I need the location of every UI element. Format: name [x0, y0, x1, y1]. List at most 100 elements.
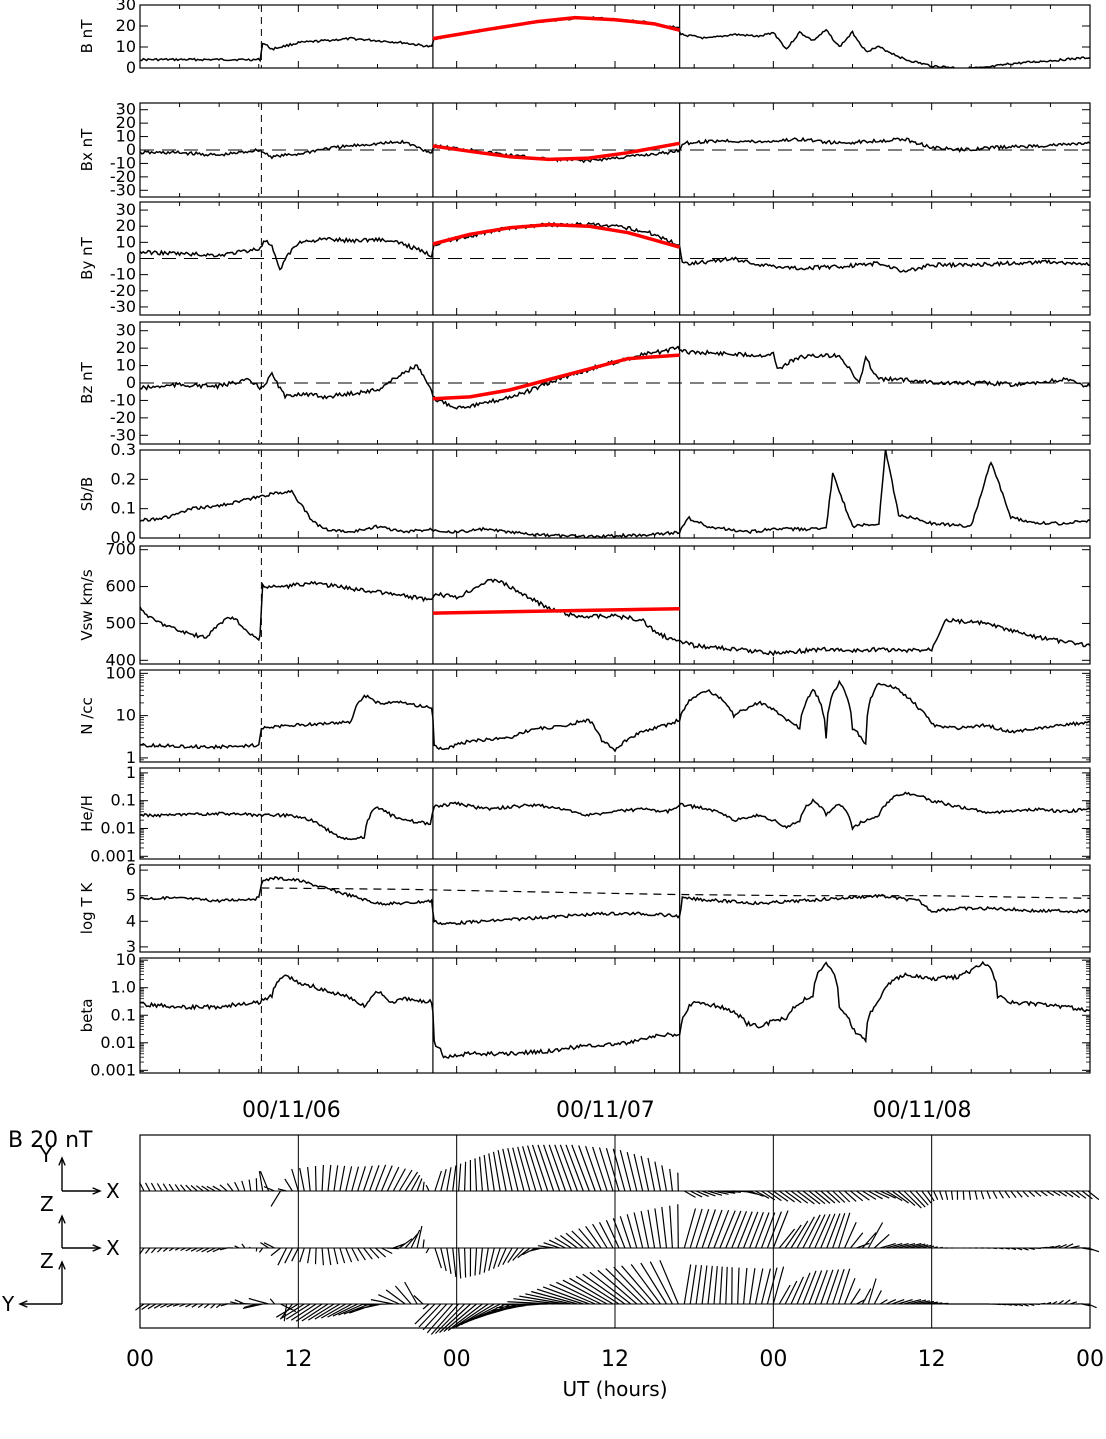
y-axis-label: Sb/B [78, 477, 96, 511]
vector-sticks [139, 1144, 1100, 1209]
y-tick-label: 1.0 [111, 978, 136, 997]
panel-vsw: 400 500 600 700 Vsw km/s [78, 540, 1091, 669]
y-axis-label: log T K [78, 882, 96, 935]
y-tick-label: 0 [126, 373, 136, 392]
y-tick-label: 10 [116, 127, 136, 146]
series-line [140, 791, 1090, 841]
y-tick-label: 0.0 [111, 528, 136, 547]
y-tick-label: 100 [105, 663, 136, 682]
y-tick-label: 4 [126, 911, 136, 930]
date-label: 00/11/08 [873, 1098, 972, 1123]
key-arrow-head [92, 1244, 102, 1252]
y-tick-label: 0.1 [111, 791, 136, 810]
y-tick-label: 0.01 [100, 1033, 136, 1052]
series-line [140, 679, 1090, 753]
y-axis-label: By nT [78, 236, 96, 279]
x-tick-label: 00 [1076, 1347, 1104, 1372]
x-tick-label: 00 [126, 1347, 154, 1372]
panel-frame [139, 669, 1091, 763]
y-tick-label: 600 [105, 577, 136, 596]
y-tick-label: 0.01 [100, 819, 136, 838]
vector-sticks [139, 1204, 1100, 1279]
y-tick-label: 30 [116, 200, 136, 219]
y-tick-label: -20 [110, 167, 136, 186]
fit-curve [432, 606, 680, 615]
y-tick-label: -30 [110, 180, 136, 199]
y-tick-label: 700 [105, 540, 136, 559]
y-tick-label: 10 [116, 950, 136, 969]
x-tick-label: 12 [918, 1347, 946, 1372]
series-line [140, 450, 1090, 538]
y-tick-label: -20 [110, 281, 136, 300]
y-tick-label: -30 [110, 425, 136, 444]
key-arrow-head [58, 1260, 66, 1270]
key-axis-label: Z [40, 1192, 54, 1216]
x-axis-label: UT (hours) [562, 1377, 667, 1401]
key-arrow-head [58, 1156, 66, 1166]
date-label: 00/11/07 [556, 1098, 655, 1123]
y-tick-label: 10 [116, 232, 136, 251]
date-label: 00/11/06 [242, 1098, 341, 1123]
fit-curve [432, 222, 681, 249]
key-arrow-head [92, 1187, 102, 1195]
x-tick-label: 12 [601, 1347, 629, 1372]
y-axis-label: Bz nT [78, 361, 96, 403]
y-tick-label: -30 [110, 297, 136, 316]
fit-curve [432, 141, 681, 162]
x-tick-label: 00 [759, 1347, 787, 1372]
y-axis-label: Vsw km/s [78, 569, 96, 640]
series-line [261, 887, 1090, 899]
key-axis-label: Y [39, 1143, 53, 1167]
series-line [140, 578, 1090, 657]
key-axis-label: Y [1, 1292, 15, 1316]
series-line [140, 221, 1090, 273]
y-tick-label: 0.1 [111, 499, 136, 518]
y-tick-label: 500 [105, 613, 136, 632]
y-axis-label: beta [78, 999, 96, 1033]
key-axis-label: X [106, 1179, 120, 1203]
panel-log-t: 3 4 5 6 log T K [78, 860, 1091, 956]
panel-frame [139, 545, 1091, 665]
y-tick-label: 30 [116, 100, 136, 119]
x-tick-label: 12 [284, 1347, 312, 1372]
panel-frame [139, 4, 1091, 69]
key-arrow-head [58, 1214, 66, 1224]
vector-sticks [135, 1260, 1097, 1335]
y-axis-label: He/H [78, 795, 96, 832]
panel-frame [139, 957, 1091, 1074]
y-tick-label: 20 [116, 338, 136, 357]
panel-b: 0 10 20 30 B nT [78, 0, 1091, 77]
y-tick-label: 0 [126, 58, 136, 77]
y-tick-label: -10 [110, 153, 136, 172]
y-tick-label: 20 [116, 216, 136, 235]
fit-curve [432, 15, 681, 41]
key-axis-label: Z [40, 1249, 54, 1273]
y-axis-label: N /cc [78, 697, 96, 735]
vector-plot: B 20 nT 00 12 00 12 00 12 00 UT (hours) [8, 1128, 1104, 1401]
panel-sb-b: 0.0 0.1 0.2 0.3 Sb/B [78, 440, 1091, 547]
y-tick-label: 0.001 [90, 846, 136, 865]
fit-curve [432, 353, 680, 401]
y-tick-label: 20 [116, 113, 136, 132]
series-line [140, 136, 1090, 164]
panel-n: 1 10 100 N /cc [78, 663, 1091, 767]
y-tick-label: -10 [110, 390, 136, 409]
y-tick-label: 5 [126, 886, 136, 905]
y-tick-label: 30 [116, 0, 136, 14]
y-tick-label: 0.001 [90, 1060, 136, 1079]
y-tick-label: -10 [110, 265, 136, 284]
series-line [140, 960, 1090, 1059]
y-tick-label: 30 [116, 321, 136, 340]
y-tick-label: 1 [126, 748, 136, 767]
y-tick-label: 10 [116, 356, 136, 375]
y-tick-label: -20 [110, 408, 136, 427]
panel-frame [139, 767, 1091, 860]
y-axis-label: Bx nT [78, 128, 96, 171]
panel-beta: 0.001 0.01 0.1 1.0 10 beta [78, 950, 1091, 1079]
y-tick-label: 10 [116, 706, 136, 725]
y-tick-label: 3 [126, 937, 136, 956]
